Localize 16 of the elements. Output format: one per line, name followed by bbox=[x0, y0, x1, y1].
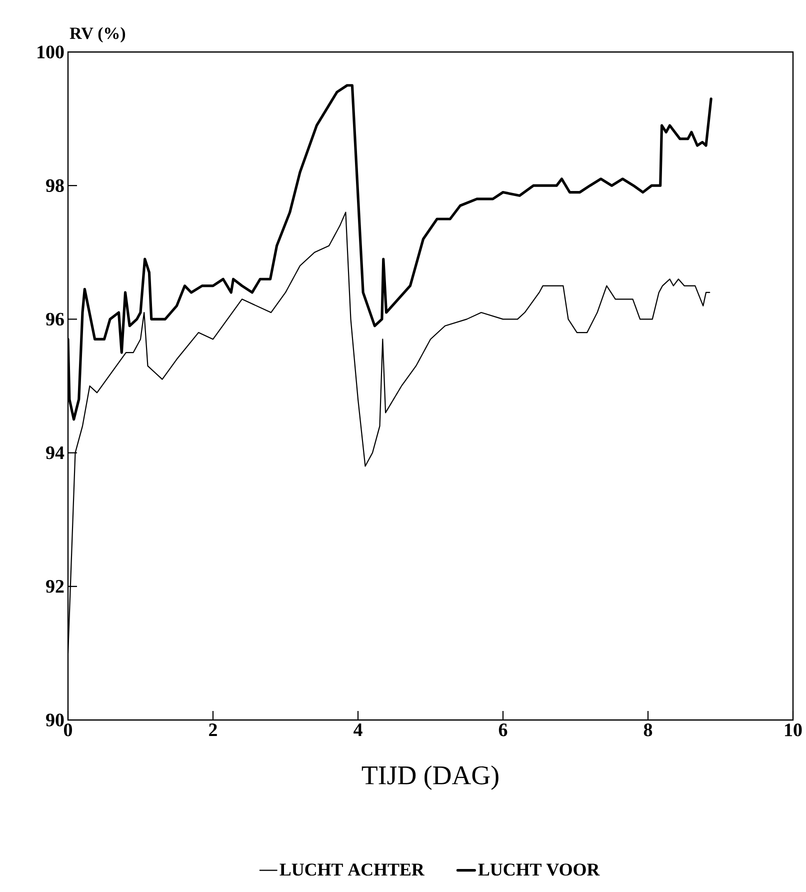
x-tick-label: 4 bbox=[354, 724, 362, 736]
y-tick-label: 92 bbox=[46, 580, 64, 593]
x-tick-label: 2 bbox=[209, 724, 217, 736]
x-tick-label: 6 bbox=[498, 724, 508, 736]
y-tick-label: 98 bbox=[46, 179, 64, 192]
y-axis-title: RV (%) bbox=[70, 27, 126, 42]
x-tick-label: 0 bbox=[64, 724, 72, 736]
legend-label: LUCHT ACHTER bbox=[280, 864, 425, 876]
y-tick-label: 96 bbox=[46, 312, 64, 326]
y-tick-label: 90 bbox=[46, 714, 64, 726]
y-tick-label: 94 bbox=[46, 446, 64, 460]
legend-label: LUCHT VOOR bbox=[478, 864, 600, 876]
y-tick-label: 100 bbox=[38, 46, 64, 58]
x-tick-label: 10 bbox=[785, 724, 802, 736]
x-tick-label: 8 bbox=[644, 724, 652, 736]
x-axis-title: TIJD (DAG) bbox=[362, 766, 498, 790]
